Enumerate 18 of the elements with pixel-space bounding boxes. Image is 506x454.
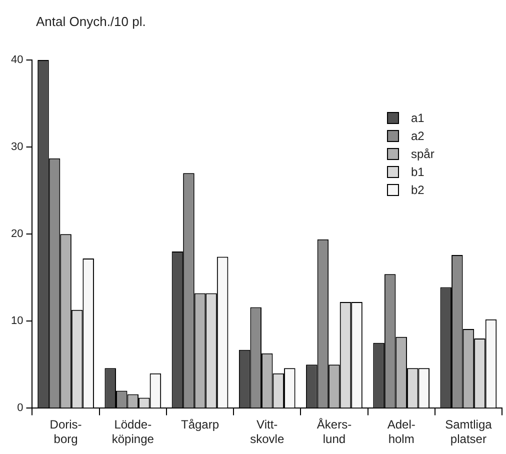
legend-label: a2 bbox=[411, 128, 425, 143]
y-tick-label: 10 bbox=[10, 315, 24, 328]
x-tick-label: Vitt- skovle bbox=[250, 418, 284, 446]
y-tick-label: 30 bbox=[10, 141, 24, 154]
legend-label: spår bbox=[411, 146, 434, 161]
y-tick-label: 40 bbox=[10, 54, 24, 66]
legend-label: a1 bbox=[411, 110, 425, 125]
x-tick-label: Samtliga platser bbox=[445, 418, 492, 446]
x-tick-label: Adel- holm bbox=[387, 418, 416, 446]
legend-label: b1 bbox=[411, 164, 425, 179]
x-tick-label: Åkers- lund bbox=[316, 418, 352, 446]
x-tick-label: Tågarp bbox=[180, 418, 220, 432]
y-tick-label: 20 bbox=[10, 228, 24, 240]
x-tick-label: Doris- borg bbox=[50, 418, 82, 446]
y-tick-label: 0 bbox=[17, 402, 24, 414]
legend-label: b2 bbox=[411, 182, 425, 197]
chart-title: Antal Onych./10 pl. bbox=[36, 14, 146, 29]
x-tick-label: Lödde- köpinge bbox=[112, 418, 154, 446]
